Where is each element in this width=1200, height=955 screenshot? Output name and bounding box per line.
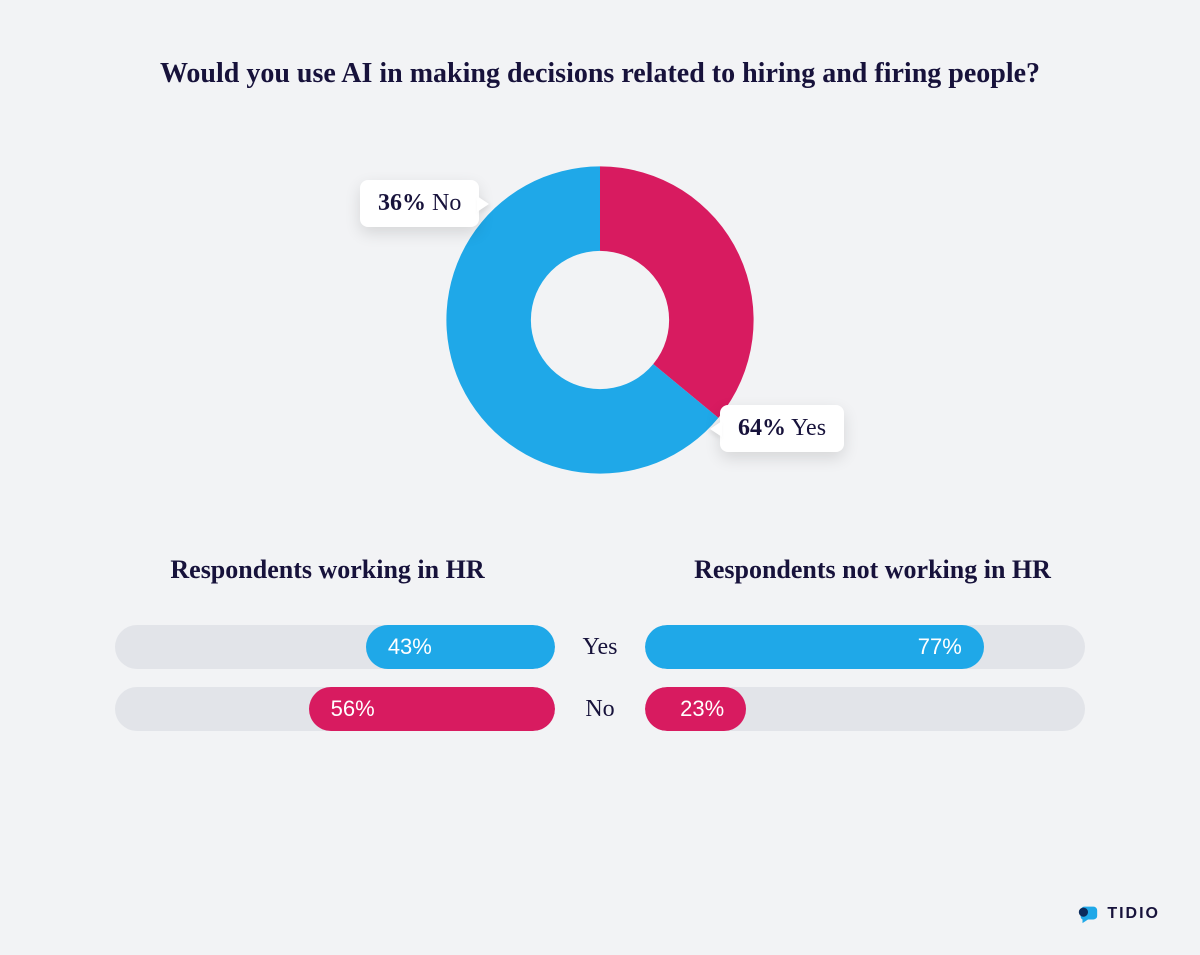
- callout-yes-label-text: Yes: [791, 415, 826, 441]
- brand-logo: TIDIO: [1077, 903, 1160, 925]
- callout-yes: 64% Yes: [720, 405, 844, 452]
- callout-no-label-text: No: [432, 190, 461, 216]
- callout-no: 36% No: [360, 180, 479, 227]
- chart-title: Would you use AI in making decisions rel…: [0, 58, 1200, 90]
- bar-left-yes-track: 43%: [115, 625, 555, 669]
- bar-left-no-value: 56%: [331, 696, 375, 722]
- bar-left-no-track: 56%: [115, 687, 555, 731]
- bar-left-no-fill: 56%: [309, 687, 555, 731]
- bar-left-yes-fill: 43%: [366, 625, 555, 669]
- brand-name: TIDIO: [1107, 905, 1160, 923]
- group-left: Respondents working in HR 43% 56%: [100, 555, 555, 749]
- bar-right-no-fill: 23%: [645, 687, 746, 731]
- bar-right-no-track: 23%: [645, 687, 1085, 731]
- group-mid-labels: Yes No: [555, 555, 645, 749]
- callout-no-pct: 36%: [378, 190, 426, 216]
- bar-right-yes-track: 77%: [645, 625, 1085, 669]
- row-label-no: No: [585, 687, 614, 731]
- group-left-title: Respondents working in HR: [100, 555, 555, 595]
- bar-right-yes-value: 77%: [918, 634, 962, 660]
- group-right: Respondents not working in HR 77% 23%: [645, 555, 1100, 749]
- bar-right-no-value: 23%: [680, 696, 724, 722]
- callout-yes-pct: 64%: [738, 415, 786, 441]
- bar-right-yes-fill: 77%: [645, 625, 984, 669]
- grouped-bars: Respondents working in HR 43% 56% Yes No…: [100, 555, 1100, 749]
- bar-left-yes-value: 43%: [388, 634, 432, 660]
- tidio-icon: [1077, 903, 1099, 925]
- group-right-title: Respondents not working in HR: [645, 555, 1100, 595]
- donut-hole: [531, 251, 669, 389]
- row-label-yes: Yes: [583, 625, 618, 669]
